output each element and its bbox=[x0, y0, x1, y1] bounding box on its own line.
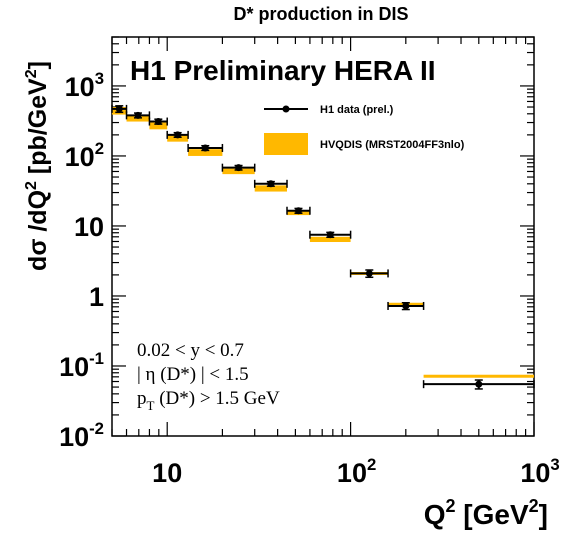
cut-y: 0.02 < y < 0.7 bbox=[137, 340, 244, 361]
axis-ticks bbox=[111, 36, 535, 437]
theory-band-bin bbox=[309, 236, 351, 243]
chart-title: D* production in DIS bbox=[234, 4, 409, 24]
data-point bbox=[387, 301, 425, 311]
x-tick-label: 102 bbox=[337, 455, 376, 488]
theory-band-bin bbox=[188, 149, 223, 156]
data-marker bbox=[115, 105, 123, 113]
y-tick-label: 1 bbox=[89, 282, 104, 312]
data-marker bbox=[365, 269, 373, 277]
cut-pt: pT (D*) > 1.5 GeV bbox=[137, 388, 280, 413]
data-point bbox=[125, 111, 151, 120]
legend: H1 data (prel.) HVQDIS (MRST2004FF3nlo) bbox=[264, 104, 465, 155]
x-axis-label: Q2 [GeV2] bbox=[424, 496, 548, 530]
data-marker bbox=[402, 302, 410, 310]
cut-eta: | η (D*) | < 1.5 bbox=[137, 364, 249, 385]
y-tick-label: 103 bbox=[65, 69, 104, 102]
legend-band-label: HVQDIS (MRST2004FF3nlo) bbox=[320, 139, 465, 151]
legend-data-label: H1 data (prel.) bbox=[320, 104, 394, 116]
data-marker bbox=[154, 118, 162, 126]
legend-data-marker bbox=[282, 105, 290, 113]
theory-band-bin bbox=[149, 122, 168, 130]
theory-band-bin bbox=[423, 374, 534, 378]
y-tick-label: 10-2 bbox=[59, 419, 104, 452]
x-tick-label: 103 bbox=[520, 455, 559, 488]
data-point bbox=[221, 163, 256, 172]
data-point bbox=[187, 143, 224, 152]
cuts-annotation: 0.02 < y < 0.7 | η (D*) | < 1.5 pT (D*) … bbox=[137, 340, 280, 413]
y-tick-label: 10 bbox=[74, 212, 104, 242]
data-marker bbox=[475, 380, 483, 388]
data-marker bbox=[235, 164, 243, 172]
x-tick-label: 10 bbox=[152, 458, 182, 488]
data-marker bbox=[326, 231, 334, 239]
data-point bbox=[286, 206, 311, 215]
data-point bbox=[253, 179, 288, 188]
experiment-label: H1 Preliminary HERA II bbox=[130, 55, 436, 86]
data-marker bbox=[201, 144, 209, 152]
data-marker bbox=[267, 180, 275, 188]
data-marker bbox=[134, 111, 142, 119]
y-tick-label: 102 bbox=[65, 139, 104, 172]
data-point bbox=[349, 269, 389, 279]
y-axis-label: dσ /dQ2 [pb/GeV2] bbox=[23, 61, 52, 271]
data-marker bbox=[174, 131, 182, 139]
data-point bbox=[166, 130, 189, 139]
legend-band-swatch bbox=[264, 133, 308, 155]
theory-band-bin bbox=[254, 185, 288, 192]
theory-band-bin bbox=[222, 168, 255, 175]
data-point bbox=[422, 379, 535, 390]
data-point-series bbox=[111, 104, 535, 390]
data-marker bbox=[294, 207, 302, 215]
x-tick-labels: 10 102 103 bbox=[152, 455, 559, 488]
data-point bbox=[148, 117, 168, 126]
data-point bbox=[111, 104, 128, 114]
y-tick-labels: 10-2 10-1 1 10 102 103 bbox=[59, 69, 104, 452]
data-point bbox=[309, 230, 352, 239]
y-tick-label: 10-1 bbox=[59, 349, 104, 382]
